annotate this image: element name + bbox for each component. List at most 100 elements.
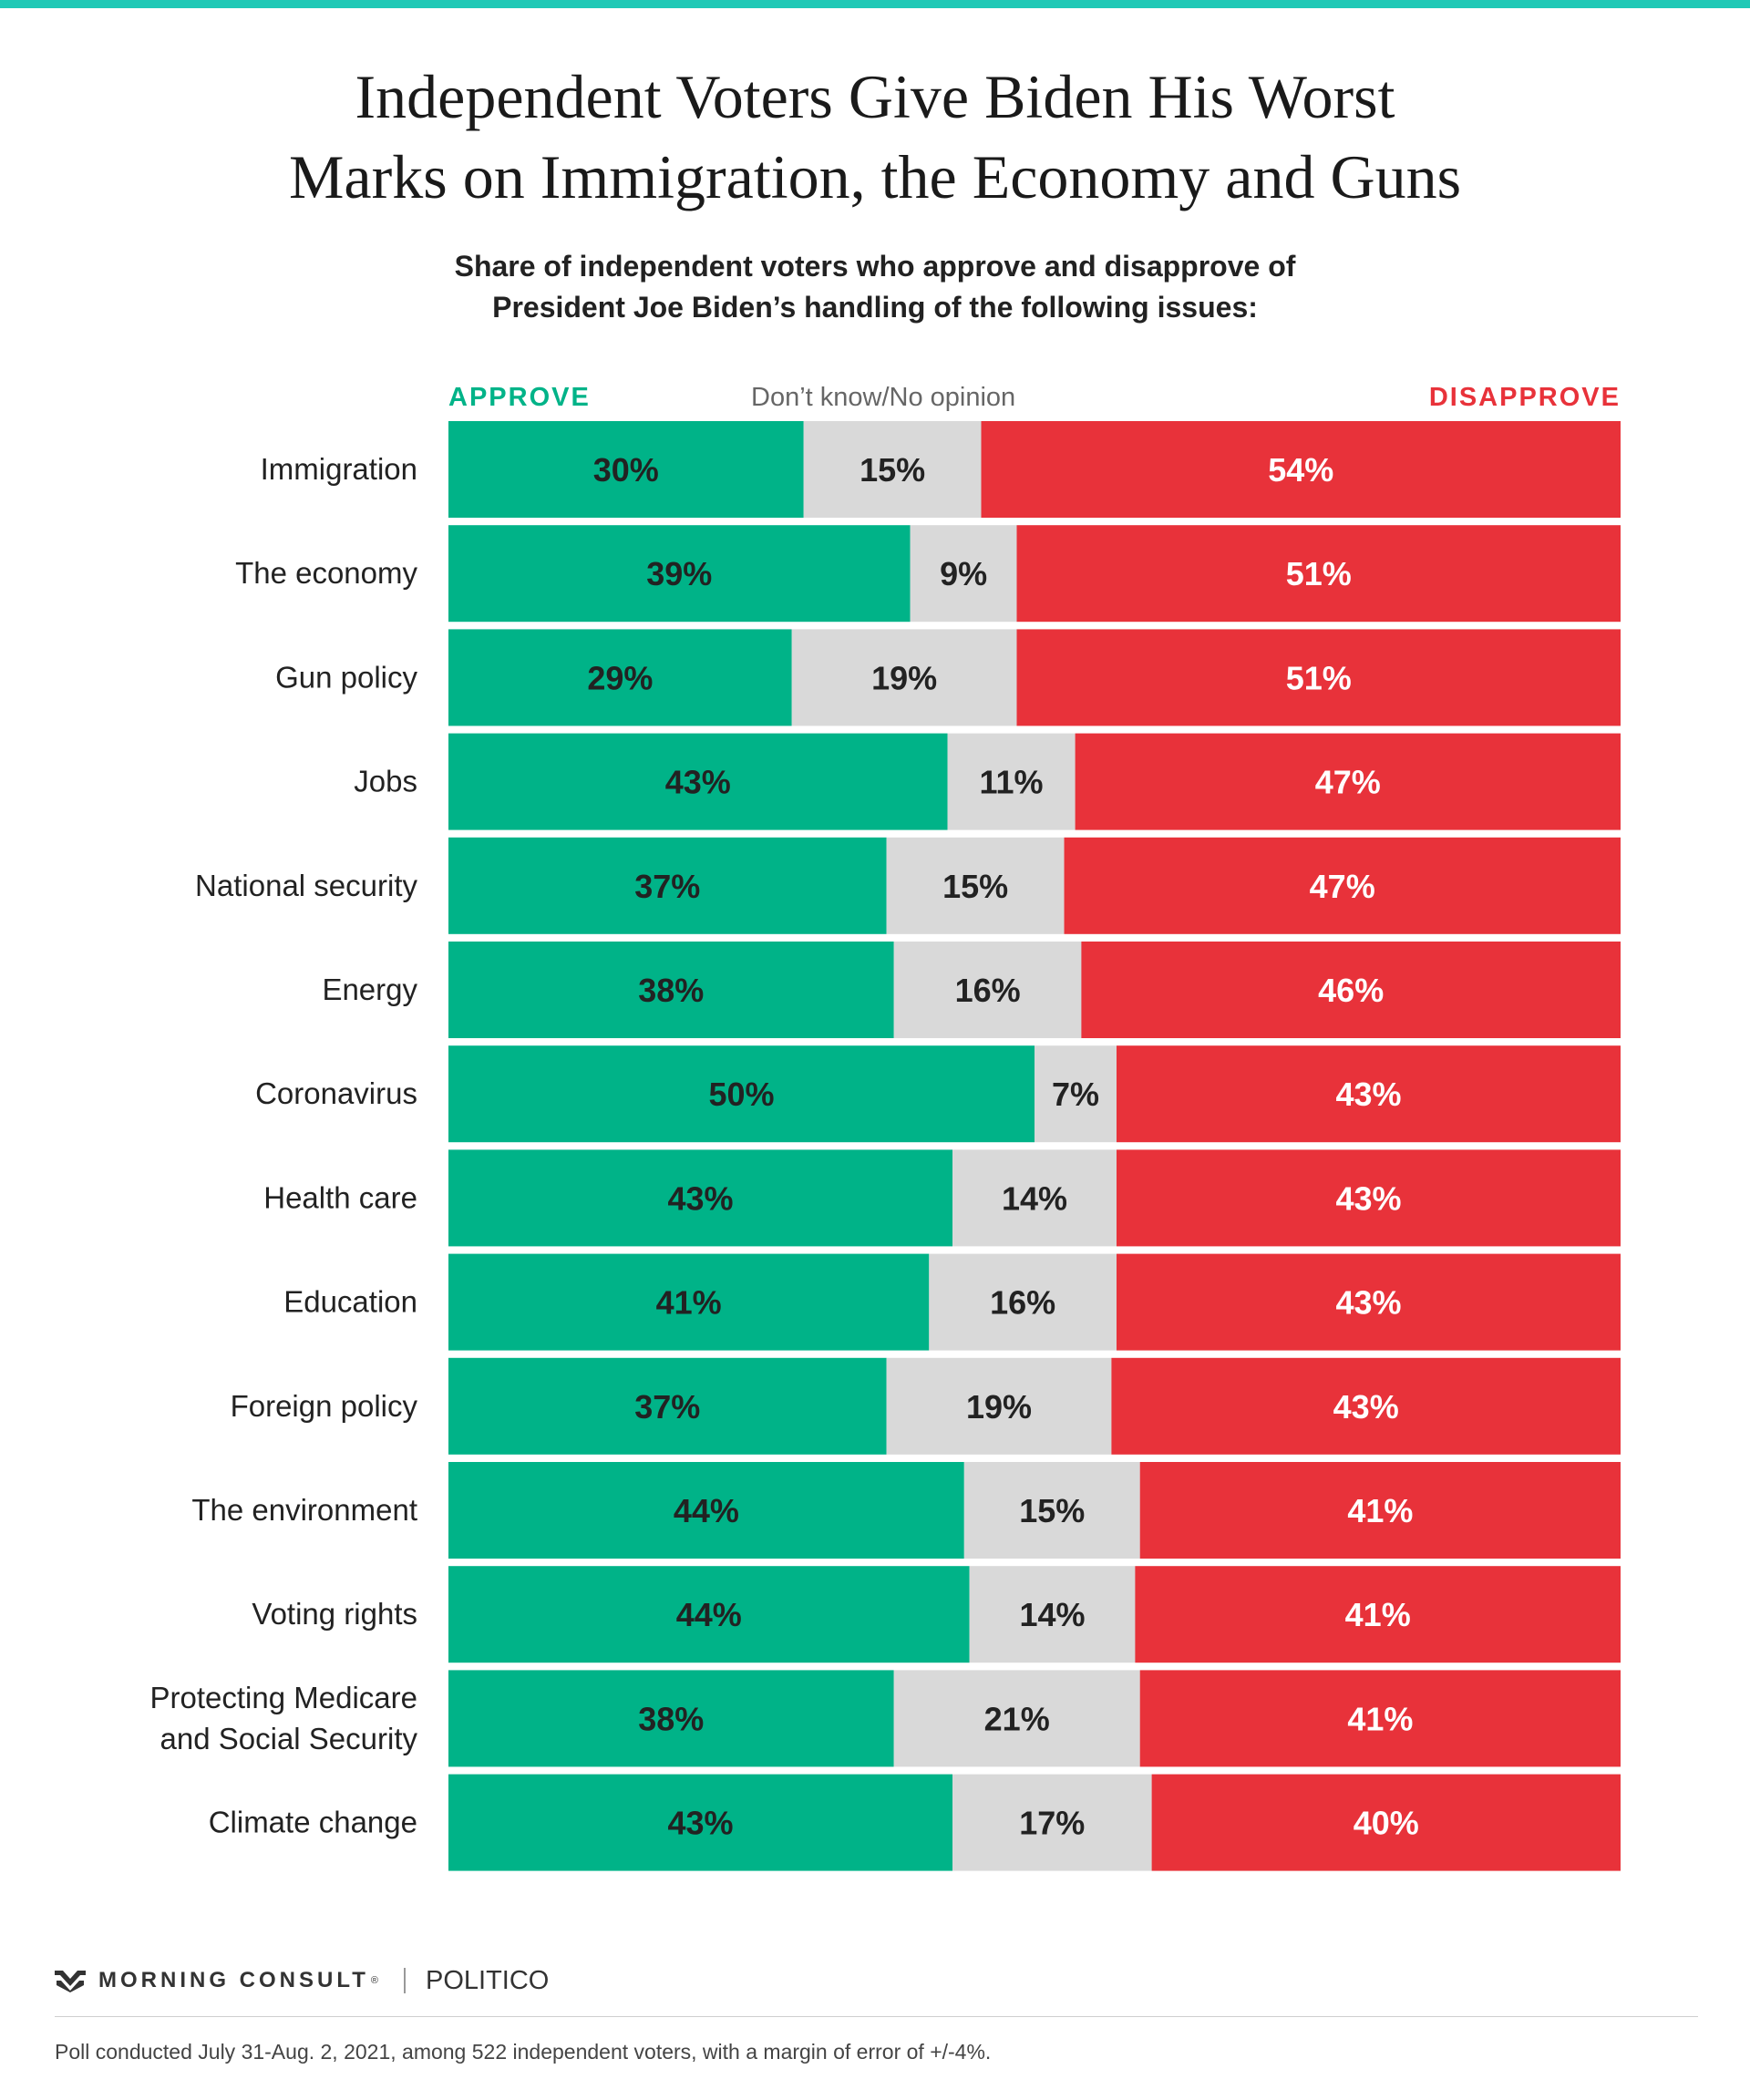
data-label-dont-know: 14% (1019, 1596, 1085, 1633)
bar-disapprove (1151, 1774, 1621, 1871)
data-label-disapprove: 47% (1310, 868, 1375, 905)
category-label: National security (195, 869, 417, 902)
legend-disapprove: DISAPPROVE (1428, 383, 1621, 412)
data-label-approve: 39% (646, 555, 712, 592)
legend-dont-know: Don’t know/No opinion (751, 383, 1016, 412)
data-label-dont-know: 21% (984, 1700, 1050, 1737)
bar-disapprove (1064, 837, 1621, 934)
category-label: Immigration (261, 452, 417, 486)
chart-title-line-2: Marks on Immigration, the Economy and Gu… (288, 142, 1462, 211)
data-label-disapprove: 43% (1335, 1284, 1401, 1322)
stacked-bar-chart: 30% 15% 54% Immigration 39% 9% 51% The economy 2… (150, 421, 1621, 1871)
category-label: The environment (191, 1493, 417, 1527)
chart-subtitle-line-2: President Joe Biden’s handling of the fo… (492, 291, 1258, 324)
bar-disapprove (1135, 1566, 1621, 1663)
data-label-approve: 38% (638, 1700, 704, 1737)
morning-consult-logo-icon (55, 1971, 86, 1992)
data-label-dont-know: 9% (940, 555, 987, 592)
footer-divider (55, 2016, 1698, 2017)
bar-approve (448, 1253, 930, 1351)
data-label-disapprove: 51% (1286, 659, 1352, 696)
data-label-disapprove: 41% (1347, 1492, 1413, 1529)
bar-approve (448, 942, 894, 1038)
logo-separator (403, 1968, 406, 1993)
bar-approve (448, 733, 948, 830)
data-label-dont-know: 19% (871, 659, 937, 696)
bar-dont-know (952, 1774, 1152, 1871)
bar-dont-know (929, 1253, 1117, 1351)
bar-dont-know (803, 421, 982, 518)
data-label-disapprove: 41% (1345, 1596, 1411, 1633)
data-label-approve: 41% (656, 1284, 722, 1322)
bar-dont-know (886, 837, 1065, 934)
data-label-disapprove: 40% (1354, 1805, 1419, 1842)
data-label-dont-know: 14% (1002, 1179, 1067, 1217)
data-label-dont-know: 15% (1019, 1492, 1085, 1529)
methodology-note: Poll conducted July 31-Aug. 2, 2021, amo… (55, 2040, 992, 2064)
category-label: Gun policy (275, 660, 417, 694)
category-label: Climate change (209, 1806, 417, 1839)
chart-title-line-1: Independent Voters Give Biden His Worst (355, 62, 1395, 131)
bar-dont-know (963, 1462, 1140, 1559)
bar-approve (448, 421, 804, 518)
bar-approve (448, 1149, 952, 1247)
data-label-disapprove: 43% (1335, 1076, 1401, 1113)
data-label-dont-know: 16% (955, 972, 1021, 1009)
bar-disapprove (1081, 942, 1621, 1038)
bar-disapprove (1016, 629, 1621, 726)
category-label: Foreign policy (231, 1389, 418, 1423)
data-label-approve: 43% (667, 1179, 733, 1217)
data-label-dont-know: 15% (942, 868, 1008, 905)
bar-disapprove (1139, 1462, 1621, 1559)
bar-dont-know (1035, 1045, 1117, 1143)
legend-approve: APPROVE (448, 383, 591, 412)
bar-approve (448, 1462, 964, 1559)
data-label-approve: 50% (708, 1076, 774, 1113)
chart-subtitle: Share of independent voters who approve … (0, 246, 1750, 328)
bar-approve (448, 525, 911, 623)
data-label-disapprove: 43% (1335, 1179, 1401, 1217)
bar-approve (448, 1357, 887, 1455)
category-label: Coronavirus (255, 1076, 417, 1110)
bar-disapprove (1016, 525, 1621, 623)
data-label-disapprove: 46% (1318, 972, 1384, 1009)
data-label-approve: 37% (634, 1388, 700, 1426)
chart-subtitle-line-1: Share of independent voters who approve … (454, 250, 1296, 283)
data-label-approve: 29% (587, 659, 653, 696)
bar-dont-know (893, 942, 1082, 1038)
data-label-dont-know: 16% (990, 1284, 1055, 1322)
data-label-dont-know: 19% (966, 1388, 1032, 1426)
bar-approve (448, 1774, 952, 1871)
top-accent-rule (0, 0, 1750, 8)
footer-logos: MORNING CONSULT ® POLITICO (55, 1965, 549, 1996)
registered-mark: ® (370, 1975, 378, 1986)
data-label-dont-know: 11% (979, 764, 1043, 801)
bar-disapprove (981, 421, 1621, 518)
bar-dont-know (893, 1670, 1140, 1767)
bar-approve (448, 1566, 970, 1663)
data-label-disapprove: 41% (1347, 1700, 1413, 1737)
data-label-approve: 38% (638, 972, 704, 1009)
bar-dont-know (910, 525, 1017, 623)
bar-dont-know (952, 1149, 1117, 1247)
bar-approve (448, 1670, 894, 1767)
chart-title: Independent Voters Give Biden His Worst … (0, 57, 1750, 217)
data-label-approve: 43% (667, 1805, 733, 1842)
bar-disapprove (1139, 1670, 1621, 1767)
bar-dont-know (886, 1357, 1112, 1455)
data-label-disapprove: 51% (1286, 555, 1352, 592)
bar-approve (448, 629, 792, 726)
data-label-dont-know: 7% (1052, 1076, 1099, 1113)
data-label-approve: 37% (634, 868, 700, 905)
data-label-disapprove: 43% (1333, 1388, 1399, 1426)
category-label: Voting rights (252, 1597, 417, 1631)
data-label-dont-know: 15% (860, 451, 925, 489)
bar-disapprove (1117, 1149, 1621, 1247)
category-label: Protecting Medicare and Social Security (150, 1681, 418, 1755)
data-label-approve: 44% (674, 1492, 739, 1529)
category-label: Energy (322, 973, 417, 1006)
category-label: Health care (263, 1180, 417, 1214)
category-label: Jobs (354, 765, 417, 798)
data-label-disapprove: 54% (1268, 451, 1333, 489)
bar-approve (448, 1045, 1035, 1143)
